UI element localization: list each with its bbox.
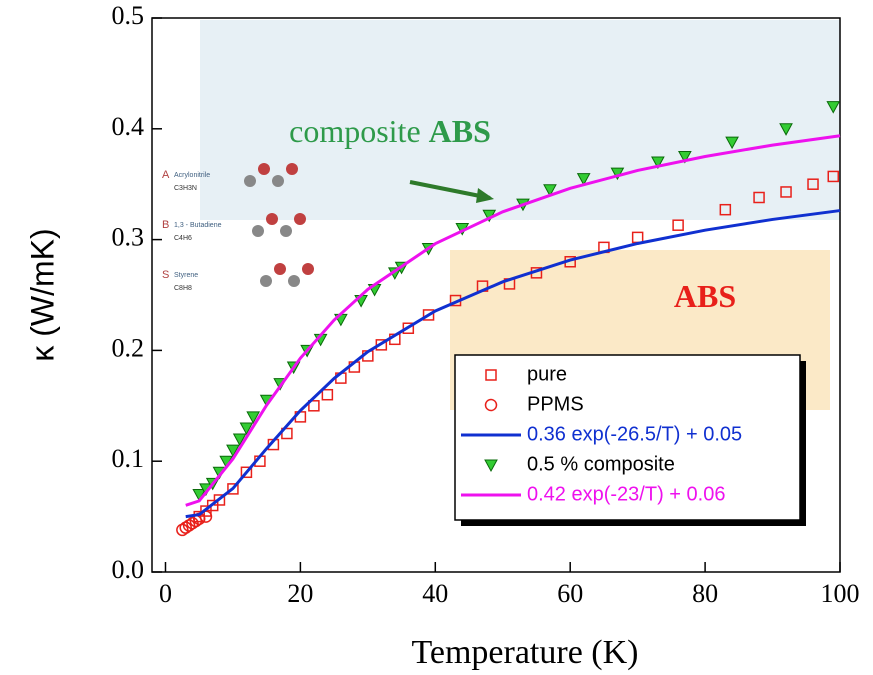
triangle-marker: [543, 184, 557, 197]
x-tick-label: 20: [287, 579, 313, 608]
triangle-marker: [678, 151, 692, 164]
fit-line: [185, 134, 841, 507]
triangle-marker: [576, 173, 591, 186]
legend-label: PPMS: [527, 393, 584, 415]
atom: [288, 275, 300, 287]
square-marker: [240, 466, 253, 479]
atom: [252, 225, 264, 237]
square-marker: [631, 231, 644, 244]
square-marker: [227, 483, 239, 495]
square-marker: [422, 309, 435, 321]
triangle-marker: [226, 444, 240, 458]
triangle-marker: [246, 411, 261, 424]
x-axis-label: Temperature (K): [412, 634, 639, 671]
triangle-marker: [239, 422, 254, 436]
molecule-name: 1,3 - Butadiene: [174, 222, 222, 229]
legend-label: pure: [527, 363, 567, 385]
molecule-letter: A: [162, 169, 170, 181]
square-marker: [321, 388, 334, 401]
atom: [244, 175, 256, 187]
x-tick-label: 60: [557, 579, 583, 608]
circle-marker: [182, 519, 196, 532]
atom: [280, 225, 292, 237]
circle-marker: [484, 398, 498, 412]
triangle-marker: [826, 101, 841, 114]
square-marker: [213, 494, 226, 506]
legend-box: [454, 354, 801, 521]
plot-frame: [151, 17, 841, 573]
square-marker: [780, 186, 792, 198]
square-marker: [719, 203, 732, 216]
legend-label: 0.42 exp(-23/T) + 0.06: [527, 483, 725, 505]
legend-label: 0.5 % composite: [527, 453, 675, 475]
arrow: [409, 180, 491, 200]
y-tick-label: 0.4: [112, 112, 145, 141]
atom: [266, 213, 278, 225]
square-marker: [485, 369, 497, 381]
circle-marker: [179, 521, 192, 534]
triangle-marker: [725, 136, 739, 150]
molecule-formula: C3H3N: [174, 185, 197, 192]
molecule-letter: B: [162, 219, 169, 231]
square-marker: [308, 400, 320, 412]
molecule-formula: C4H6: [174, 235, 192, 242]
annotation: ABS: [674, 278, 736, 314]
atom: [260, 275, 272, 287]
x-tick-label: 100: [821, 579, 860, 608]
fit-line: [185, 209, 841, 519]
circle-marker: [186, 516, 199, 530]
molecule-letter: S: [162, 269, 169, 281]
atom: [302, 263, 314, 275]
y-axis-label: κ (W/mK): [24, 228, 60, 361]
atom: [294, 213, 306, 225]
triangle-marker: [232, 433, 247, 447]
molecule-name: Styrene: [174, 272, 198, 279]
square-marker: [807, 178, 819, 190]
y-tick-label: 0.1: [112, 444, 145, 473]
square-marker: [672, 219, 684, 231]
circle-marker: [176, 523, 189, 537]
annotation: composite ABS: [289, 113, 491, 149]
y-tick-label: 0.3: [112, 223, 145, 252]
square-marker: [753, 191, 765, 204]
x-tick-label: 40: [422, 579, 448, 608]
annotation-part: ABS: [674, 278, 736, 314]
molecule-name: Acrylonitrile: [174, 172, 210, 179]
watermark-block: [200, 20, 840, 220]
triangle-marker: [779, 123, 793, 136]
square-marker: [402, 322, 415, 334]
atom: [258, 163, 270, 175]
y-tick-label: 0.5: [112, 1, 145, 30]
atom: [286, 163, 298, 175]
square-marker: [827, 170, 840, 183]
y-tick-label: 0.0: [112, 555, 145, 584]
triangle-marker: [651, 156, 665, 170]
triangle-marker: [484, 459, 498, 473]
annotation-part: ABS: [429, 113, 491, 149]
watermark: [200, 20, 840, 410]
x-tick-label: 0: [159, 579, 172, 608]
y-tick-label: 0.2: [112, 333, 145, 362]
annotation-part: composite: [289, 113, 421, 149]
molecule-formula: C8H8: [174, 285, 192, 292]
x-tick-label: 80: [692, 579, 718, 608]
legend: pure PPMS 0.36 exp(-26.5/T) + 0.05 0.5 % co…: [454, 354, 806, 526]
atom: [272, 175, 284, 187]
atom: [274, 263, 286, 275]
arrow-head: [476, 188, 494, 203]
legend-label: 0.36 exp(-26.5/T) + 0.05: [527, 423, 742, 445]
